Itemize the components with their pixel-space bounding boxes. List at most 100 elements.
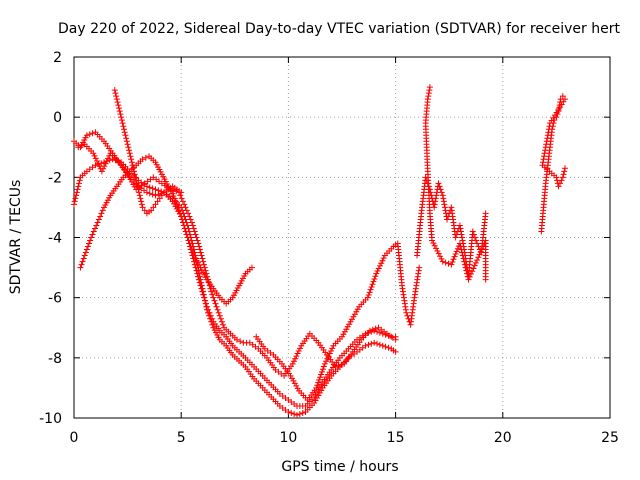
data-point	[178, 213, 185, 220]
data-point	[461, 261, 468, 268]
data-point	[441, 201, 448, 208]
data-point	[97, 213, 104, 220]
data-point	[136, 189, 143, 196]
y-tick-label: -8	[48, 351, 62, 367]
data-point	[195, 273, 202, 280]
data-point	[92, 225, 99, 232]
data-point	[448, 261, 455, 268]
data-point	[458, 246, 465, 253]
data-point	[297, 345, 304, 352]
data-point	[133, 177, 140, 184]
x-tick-label: 5	[177, 430, 186, 446]
data-point	[129, 162, 136, 169]
data-point	[319, 366, 326, 373]
data-point	[121, 126, 128, 133]
data-point	[131, 168, 138, 175]
data-point	[353, 308, 360, 315]
data-point	[450, 256, 457, 263]
data-point	[438, 255, 445, 262]
data-point	[113, 93, 120, 100]
data-point	[179, 198, 186, 205]
data-point	[474, 257, 481, 264]
data-point	[149, 191, 156, 198]
data-point	[473, 237, 479, 244]
data-point	[99, 207, 106, 214]
data-point	[546, 123, 553, 130]
data-point	[560, 171, 567, 178]
data-point	[84, 243, 91, 250]
y-tick-label: -10	[39, 411, 62, 427]
data-point	[200, 291, 207, 298]
data-point	[435, 180, 442, 187]
data-point	[187, 243, 194, 250]
data-point	[186, 213, 193, 220]
data-point	[202, 297, 209, 304]
y-tick-label: 0	[53, 110, 62, 126]
data-point	[354, 306, 361, 313]
data-point	[463, 267, 470, 274]
data-point	[220, 321, 227, 328]
data-point	[293, 382, 300, 389]
data-point	[294, 350, 301, 357]
data-point	[461, 258, 468, 265]
data-point	[430, 240, 437, 247]
data-point	[541, 150, 548, 157]
data-point	[203, 303, 210, 310]
y-tick-label: 2	[53, 50, 62, 66]
data-point	[287, 372, 294, 379]
data-point	[141, 207, 148, 214]
x-tick-labels: 0 5 10 15 20 25	[70, 430, 619, 446]
data-point	[155, 187, 162, 194]
data-point	[315, 379, 322, 386]
data-point	[101, 163, 108, 170]
data-point	[124, 141, 131, 148]
data-point	[200, 261, 207, 268]
data-point	[98, 168, 105, 175]
y-axis-label: SDTVAR / TECUs	[8, 180, 24, 295]
x-axis-label: GPS time / hours	[281, 459, 398, 475]
data-point	[544, 132, 551, 139]
data-point	[312, 397, 319, 404]
data-point	[416, 264, 423, 271]
data-point	[176, 207, 183, 214]
data-point	[437, 253, 444, 260]
data-point	[214, 306, 221, 313]
data-point	[329, 345, 336, 352]
y-tick-labels: -10 -8 -6 -4 -2 0 2	[39, 50, 62, 427]
data-point	[453, 248, 460, 255]
data-point	[425, 93, 432, 100]
data-point	[376, 329, 383, 336]
series	[71, 129, 399, 418]
data-point	[290, 358, 297, 365]
x-tick-label: 10	[279, 430, 297, 446]
data-point	[116, 105, 123, 112]
data-point	[125, 144, 132, 151]
data-point	[156, 195, 163, 202]
data-point	[112, 90, 119, 97]
data-point	[350, 313, 357, 320]
data-point	[194, 270, 201, 277]
data-point	[128, 159, 135, 166]
data-point	[541, 153, 548, 160]
data-point	[195, 240, 202, 247]
data-point	[327, 347, 334, 354]
data-point	[207, 312, 214, 319]
data-point	[372, 273, 379, 280]
data-point	[542, 147, 549, 154]
data-point	[290, 377, 297, 384]
data-point	[442, 259, 449, 266]
series	[253, 240, 423, 403]
data-point	[172, 198, 179, 205]
data-point	[459, 234, 466, 241]
axis-ticks	[73, 56, 611, 419]
data-point	[177, 192, 184, 199]
data-point	[114, 99, 121, 106]
data-point	[190, 225, 197, 232]
data-point	[180, 222, 187, 229]
data-point	[540, 159, 546, 166]
data-point	[200, 258, 207, 265]
data-point	[122, 132, 129, 139]
data-point	[127, 176, 134, 183]
data-point	[435, 250, 442, 257]
data-point	[89, 130, 96, 137]
